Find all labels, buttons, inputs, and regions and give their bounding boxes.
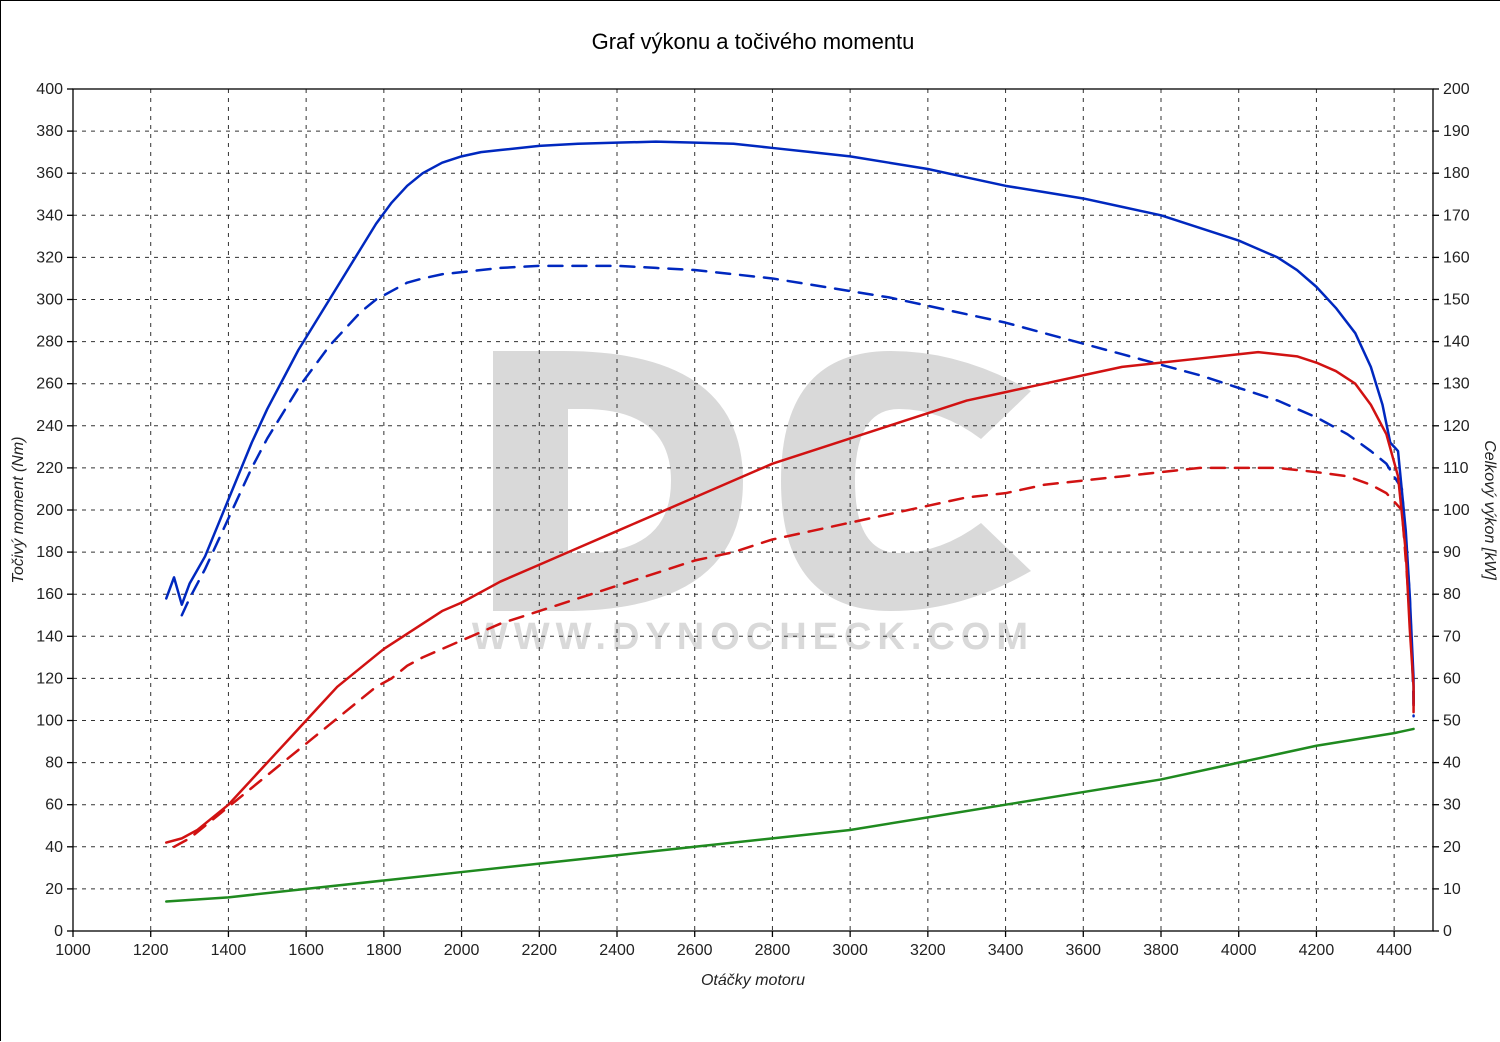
svg-text:1400: 1400	[211, 942, 247, 959]
svg-text:10: 10	[1443, 881, 1461, 898]
svg-text:3800: 3800	[1143, 942, 1179, 959]
svg-text:100: 100	[1443, 502, 1470, 519]
svg-text:360: 360	[36, 165, 63, 182]
svg-text:4400: 4400	[1376, 942, 1412, 959]
svg-text:160: 160	[36, 586, 63, 603]
svg-text:200: 200	[36, 502, 63, 519]
chart-container: WWW.DYNOCHECK.COM10001200140016001800200…	[0, 0, 1500, 1041]
svg-text:170: 170	[1443, 207, 1470, 224]
svg-text:40: 40	[45, 839, 63, 856]
svg-text:340: 340	[36, 207, 63, 224]
svg-text:70: 70	[1443, 628, 1461, 645]
svg-text:20: 20	[1443, 839, 1461, 856]
svg-text:1800: 1800	[366, 942, 402, 959]
x-axis-label: Otáčky motoru	[701, 972, 805, 989]
svg-text:80: 80	[45, 755, 63, 772]
svg-text:300: 300	[36, 292, 63, 309]
svg-text:2600: 2600	[677, 942, 713, 959]
svg-text:4200: 4200	[1299, 942, 1335, 959]
svg-text:90: 90	[1443, 544, 1461, 561]
y-right-label: Celkový výkon [kW]	[1481, 440, 1498, 580]
svg-text:190: 190	[1443, 123, 1470, 140]
svg-text:3400: 3400	[988, 942, 1024, 959]
svg-text:120: 120	[36, 670, 63, 687]
svg-text:20: 20	[45, 881, 63, 898]
svg-text:200: 200	[1443, 81, 1470, 98]
svg-text:40: 40	[1443, 755, 1461, 772]
svg-text:380: 380	[36, 123, 63, 140]
svg-text:140: 140	[1443, 334, 1470, 351]
svg-text:3600: 3600	[1065, 942, 1101, 959]
svg-text:320: 320	[36, 249, 63, 266]
svg-text:100: 100	[36, 713, 63, 730]
svg-text:2400: 2400	[599, 942, 635, 959]
svg-text:4000: 4000	[1221, 942, 1257, 959]
svg-text:2800: 2800	[755, 942, 791, 959]
svg-text:60: 60	[45, 797, 63, 814]
svg-text:130: 130	[1443, 376, 1470, 393]
svg-text:1200: 1200	[133, 942, 169, 959]
chart-title: Graf výkonu a točivého momentu	[592, 29, 915, 54]
svg-text:180: 180	[1443, 165, 1470, 182]
svg-text:260: 260	[36, 376, 63, 393]
svg-text:240: 240	[36, 418, 63, 435]
svg-text:3000: 3000	[832, 942, 868, 959]
svg-text:280: 280	[36, 334, 63, 351]
svg-text:3200: 3200	[910, 942, 946, 959]
svg-text:1000: 1000	[55, 942, 91, 959]
svg-text:0: 0	[54, 923, 63, 940]
svg-text:WWW.DYNOCHECK.COM: WWW.DYNOCHECK.COM	[472, 616, 1034, 658]
svg-text:30: 30	[1443, 797, 1461, 814]
svg-text:60: 60	[1443, 670, 1461, 687]
svg-text:110: 110	[1443, 460, 1469, 477]
svg-text:80: 80	[1443, 586, 1461, 603]
svg-text:150: 150	[1443, 292, 1470, 309]
svg-text:50: 50	[1443, 713, 1461, 730]
svg-text:140: 140	[36, 628, 63, 645]
svg-text:0: 0	[1443, 923, 1452, 940]
svg-text:160: 160	[1443, 249, 1470, 266]
svg-text:120: 120	[1443, 418, 1470, 435]
svg-text:2000: 2000	[444, 942, 480, 959]
svg-text:2200: 2200	[521, 942, 557, 959]
svg-text:400: 400	[36, 81, 63, 98]
dyno-chart-svg: WWW.DYNOCHECK.COM10001200140016001800200…	[1, 1, 1500, 1042]
svg-text:1600: 1600	[288, 942, 324, 959]
y-left-label: Točivý moment (Nm)	[10, 437, 27, 584]
svg-text:220: 220	[36, 460, 63, 477]
svg-text:180: 180	[36, 544, 63, 561]
